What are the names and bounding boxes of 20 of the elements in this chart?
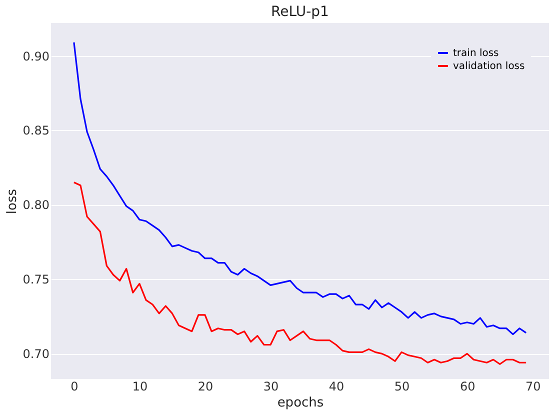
x-tick-label: 50 xyxy=(394,380,410,394)
y-tick-label: 0.80 xyxy=(22,198,50,212)
y-axis-title: loss xyxy=(4,188,20,214)
line-series xyxy=(73,182,527,365)
x-tick-label: 20 xyxy=(198,380,214,394)
x-tick-label: 30 xyxy=(263,380,279,394)
y-tick-label: 0.70 xyxy=(22,347,50,362)
x-tick-label: 40 xyxy=(328,380,344,394)
x-tick-label: 10 xyxy=(132,380,148,394)
line-series xyxy=(73,42,527,336)
x-tick-label: 70 xyxy=(525,380,541,394)
legend-label: train loss xyxy=(453,48,499,59)
legend-label: validation loss xyxy=(453,61,525,72)
y-tick-label: 0.85 xyxy=(22,124,50,138)
x-axis-title: epochs xyxy=(277,396,324,410)
y-tick-label: 0.75 xyxy=(22,272,50,287)
x-tick-label: 60 xyxy=(460,380,476,394)
y-tick-label: 0.90 xyxy=(22,49,50,64)
x-tick-label: 0 xyxy=(70,380,78,394)
chart-title: ReLU-p1 xyxy=(271,4,329,20)
